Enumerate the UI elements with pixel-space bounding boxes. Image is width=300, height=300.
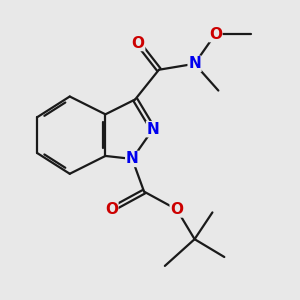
Text: N: N xyxy=(126,152,139,166)
Text: O: O xyxy=(170,202,183,217)
Text: O: O xyxy=(209,27,222,42)
Text: O: O xyxy=(105,202,118,217)
Text: N: N xyxy=(188,56,201,71)
Text: O: O xyxy=(132,35,145,50)
Text: N: N xyxy=(147,122,159,137)
